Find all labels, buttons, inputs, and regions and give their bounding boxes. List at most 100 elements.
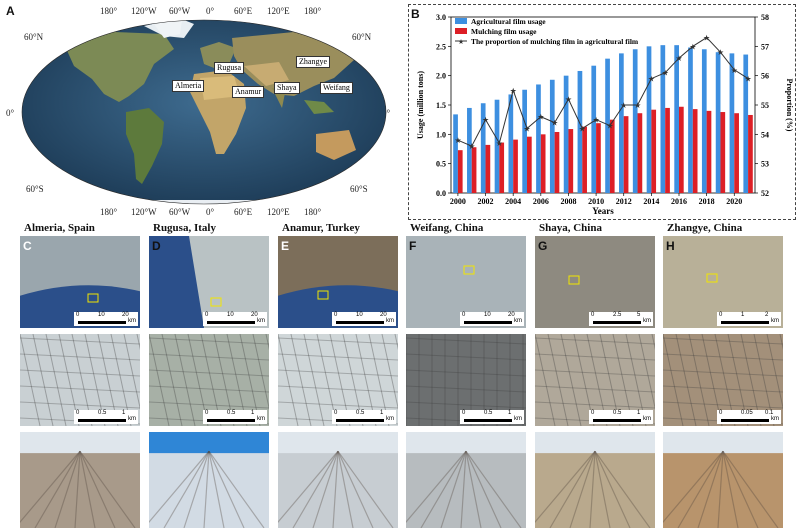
bar-agricultural-film xyxy=(453,114,458,193)
photo-image xyxy=(406,432,526,528)
bar-agricultural-film xyxy=(660,45,666,193)
bar-mulching-film xyxy=(485,144,491,193)
detail-image: 0 0.05 0.1 km xyxy=(663,334,783,426)
scale-bar-line xyxy=(593,419,641,422)
scale-bar-tick-label: 2.5 xyxy=(613,312,622,318)
bar-mulching-film xyxy=(499,142,505,193)
scale-bar-tick-label: 0.5 xyxy=(613,410,622,416)
scale-bar: 0 0.05 0.1 km xyxy=(717,410,781,424)
scale-bar-unit: km xyxy=(128,416,136,422)
x-axis-label: Years xyxy=(592,206,614,216)
bar-agricultural-film xyxy=(632,49,638,194)
bar-agricultural-film xyxy=(605,58,610,193)
scale-bar-tick-label: 20 xyxy=(122,312,129,318)
photo-image xyxy=(535,432,655,528)
scale-bar-tick-label: 20 xyxy=(508,312,515,318)
photo-image xyxy=(20,432,140,528)
y-right-axis-label: Proportion (%) xyxy=(785,79,794,132)
proportion-point: ★ xyxy=(523,124,530,133)
usage-chart: 0.0 0.5 1.0 1.5 2.0 2.5 3.0 52 53 54 55 56 57 58 ★ ★ ★ ★ ★… xyxy=(416,13,794,216)
site-title: Almeria, Spain xyxy=(24,222,95,234)
proportion-point: ★ xyxy=(689,42,696,51)
site-title: Weifang, China xyxy=(410,222,484,234)
overview-image: C 0 10 20 km xyxy=(20,236,140,328)
scale-bar-tick-label: 0 xyxy=(334,312,338,318)
panel-label-a: A xyxy=(6,4,15,18)
scale-bar-tick-label: 10 xyxy=(484,312,491,318)
site-title: Rugusa, Italy xyxy=(153,222,216,234)
y-tick-label: 3.0 xyxy=(436,13,446,22)
scale-bar-line xyxy=(207,321,255,324)
scale-bar-line xyxy=(207,419,255,422)
bar-agricultural-film xyxy=(522,89,527,193)
bar-agricultural-film xyxy=(494,99,500,193)
x-tick-label: 2000 xyxy=(450,197,466,206)
image-texture xyxy=(20,432,140,528)
scale-bar-tick-label: 0.5 xyxy=(227,410,236,416)
bar-agricultural-film xyxy=(743,54,749,194)
scale-bar-unit: km xyxy=(257,318,265,324)
bar-mulching-film xyxy=(720,112,726,193)
scale-bar-tick-label: 0.5 xyxy=(484,410,493,416)
scale-bar-line xyxy=(464,419,512,422)
scale-bar-tick-label: 20 xyxy=(251,312,258,318)
legend-label-mulching: Mulching film usage xyxy=(471,27,537,36)
y-right-tick-label: 52 xyxy=(761,189,769,198)
lat-label-left: 60°N xyxy=(24,32,44,42)
y-tick-label: 0.0 xyxy=(436,189,446,198)
bar-agricultural-film xyxy=(674,45,679,193)
detail-image: 0 0.5 1 km xyxy=(535,334,655,426)
scale-bar-line xyxy=(593,321,641,324)
bar-agricultural-film xyxy=(715,52,721,194)
image-texture xyxy=(663,432,783,528)
image-texture xyxy=(535,432,655,528)
scale-bar-line xyxy=(336,419,384,422)
bar-mulching-film xyxy=(554,131,560,193)
x-tick-label: 2020 xyxy=(726,197,742,206)
photo-image xyxy=(663,432,783,528)
scale-bar-unit: km xyxy=(128,318,136,324)
scale-bar-unit: km xyxy=(257,416,265,422)
proportion-point: ★ xyxy=(551,119,558,128)
scale-bar-tick-label: 1 xyxy=(122,410,126,416)
bar-agricultural-film xyxy=(467,107,472,193)
y-right-tick-label: 56 xyxy=(761,72,769,81)
proportion-point: ★ xyxy=(634,101,641,110)
lon-label-bottom: 120°W xyxy=(131,207,157,217)
lon-label-top: 0° xyxy=(206,6,215,16)
city-label-rugusa: Rugusa xyxy=(214,62,244,74)
scale-bar-tick-label: 20 xyxy=(380,312,387,318)
y-right-tick-label: 55 xyxy=(761,101,769,110)
scale-bar-tick-label: 0.5 xyxy=(98,410,107,416)
image-texture xyxy=(278,432,398,528)
scale-bar-tick-label: 0.5 xyxy=(356,410,365,416)
overview-image: D 0 10 20 km xyxy=(149,236,269,328)
lat-label-left: 60°S xyxy=(26,184,44,194)
y-tick-label: 0.5 xyxy=(436,160,446,169)
bar-agricultural-film xyxy=(729,53,735,193)
scale-bar: 0 10 20 km xyxy=(332,312,396,326)
photo-image xyxy=(149,432,269,528)
lon-label-bottom: 180° xyxy=(304,207,322,217)
legend-marker-proportion: ★ xyxy=(458,38,464,46)
detail-image: 0 0.5 1 km xyxy=(278,334,398,426)
bar-mulching-film xyxy=(582,126,587,193)
bar-agricultural-film xyxy=(577,70,583,193)
lon-label-bottom: 60°E xyxy=(234,207,253,217)
scale-bar-tick-label: 10 xyxy=(227,312,234,318)
legend-label-proportion: The proportion of mulching film in agric… xyxy=(471,37,639,46)
lon-label-top: 180° xyxy=(100,6,118,16)
lon-label-top: 60°E xyxy=(234,6,253,16)
scale-bar-tick-label: 1 xyxy=(637,410,641,416)
bar-mulching-film xyxy=(637,113,643,193)
scale-bar-tick-label: 1 xyxy=(508,410,512,416)
lon-label-bottom: 60°W xyxy=(169,207,191,217)
panel-label: H xyxy=(666,239,675,253)
bar-agricultural-film xyxy=(563,75,569,193)
site-title: Zhangye, China xyxy=(667,222,743,234)
scale-bar-line xyxy=(721,419,769,422)
scale-bar-unit: km xyxy=(514,416,522,422)
bar-agricultural-film xyxy=(480,103,486,193)
scale-bar: 0 0.5 1 km xyxy=(589,410,653,424)
lon-label-top: 120°W xyxy=(131,6,157,16)
